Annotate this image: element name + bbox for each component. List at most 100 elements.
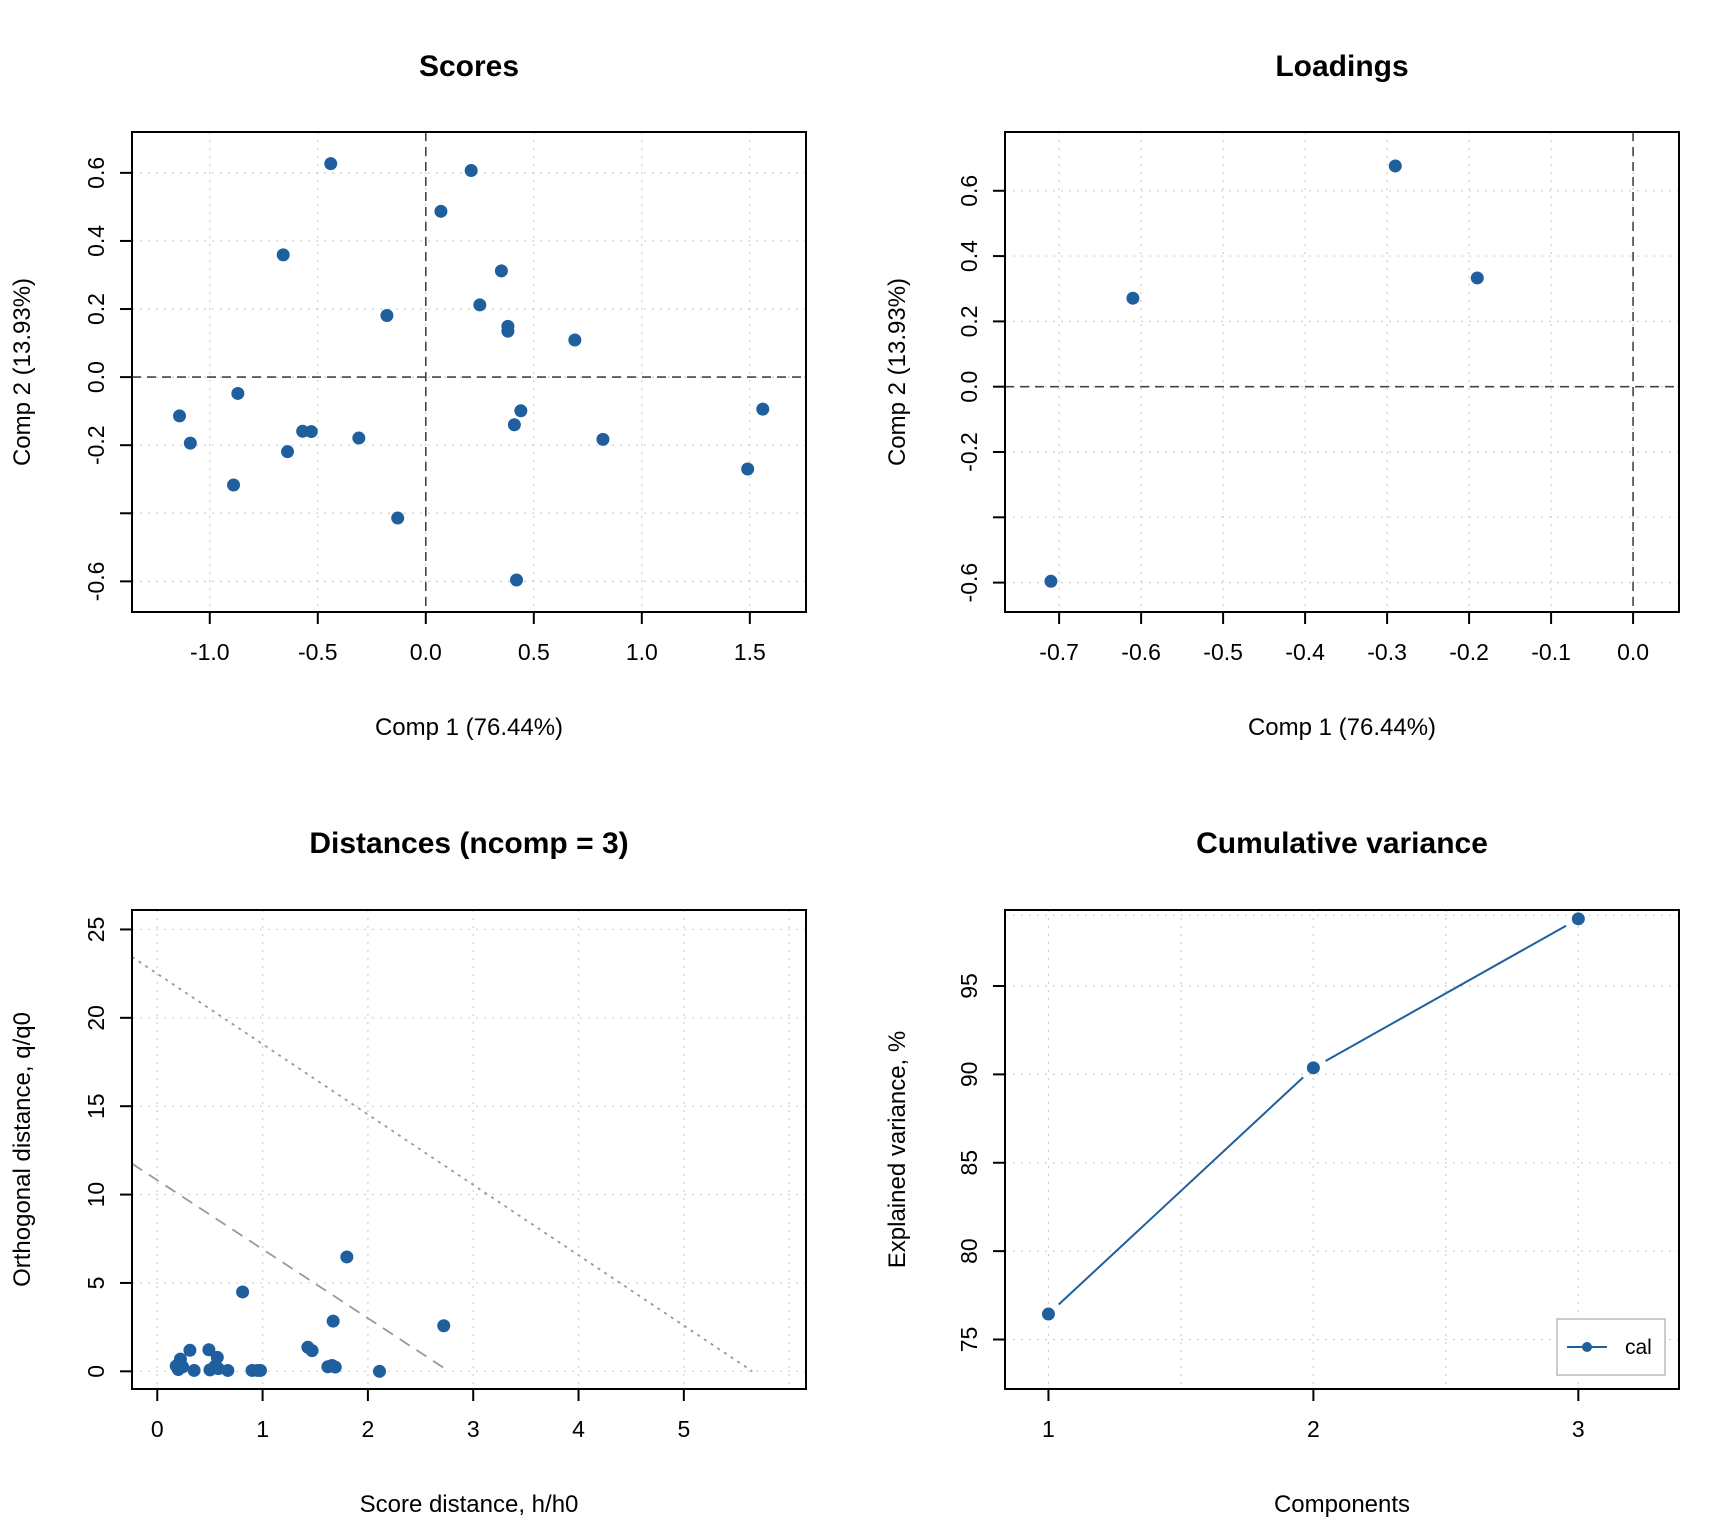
cumvar-point [1041,1307,1055,1321]
loadings-x-tick-label: -0.6 [1121,639,1161,665]
distances-point [305,1344,319,1358]
scores-y-tick-label: -0.6 [83,562,109,602]
distances-y-tick-label: 5 [83,1277,109,1290]
scores-x-tick-label: -1.0 [190,639,230,665]
loadings-x-tick-label: -0.1 [1531,639,1571,665]
cumvar-line-segment [1058,1076,1304,1306]
scores-point [281,445,295,459]
cumvar-legend-label: cal [1625,1336,1652,1359]
scores-point [380,308,394,322]
cumvar-legend-marker [1582,1342,1592,1352]
scores-y-tick-label: -0.2 [83,425,109,465]
scores-x-tick-label: 0.0 [410,639,442,665]
loadings-y-tick-label: -0.6 [956,563,982,603]
cumvar-title: Cumulative variance [1196,827,1488,860]
cumvar-plot-frame [1004,909,1680,1390]
distances-y-axis-label: Orthogonal distance, q/q0 [9,1012,36,1287]
cumvar-y-tick-label: 75 [956,1327,982,1353]
distances-point [340,1250,354,1264]
distances-x-tick-label: 5 [677,1416,690,1442]
distances-point [221,1363,235,1377]
scores-point [756,402,770,416]
scores-y-tick-label: 0.2 [83,293,109,325]
distances-outlier-limit-line [131,956,753,1373]
scores-x-tick-label: 1.5 [734,639,766,665]
scores-point [304,425,318,439]
distances-point [176,1360,190,1374]
scores-y-tick-label: 0.4 [83,225,109,257]
loadings-point [1126,291,1140,305]
distances-y-tick-label: 15 [83,1093,109,1119]
cumvar-y-tick-label: 90 [956,1062,982,1088]
scores-y-tick-label: 0.0 [83,361,109,393]
scores-y-axis-label: Comp 2 (13.93%) [9,278,36,466]
loadings-title: Loadings [1275,50,1408,83]
distances-x-tick-label: 1 [256,1416,269,1442]
scores-point [434,204,448,218]
distances-point [236,1285,250,1299]
loadings-x-tick-label: -0.2 [1449,639,1489,665]
loadings-x-tick-label: -0.7 [1039,639,1079,665]
distances-x-tick-label: 3 [467,1416,480,1442]
distances-y-tick-label: 10 [83,1182,109,1208]
distances-y-tick-label: 25 [83,917,109,943]
loadings-y-axis-label: Comp 2 (13.93%) [884,278,911,466]
cumvar-line-segment [1325,924,1567,1062]
distances-title: Distances (ncomp = 3) [309,827,628,860]
scores-point [227,478,241,492]
distances-x-tick-label: 4 [572,1416,585,1442]
loadings-x-axis-label: Comp 1 (76.44%) [1248,714,1436,741]
loadings-plot-frame [1004,131,1680,613]
scores-plot-frame [131,131,807,613]
distances-plot-frame [131,909,807,1390]
scores-point [596,432,610,446]
loadings-x-tick-label: 0.0 [1617,639,1649,665]
distances-point [202,1343,216,1357]
scores-point [514,404,528,418]
distances-point [437,1319,451,1333]
distances-x-axis-label: Score distance, h/h0 [360,1491,579,1518]
cumvar-y-axis-label: Explained variance, % [884,1031,911,1268]
scores-title: Scores [419,50,519,83]
scores-point [494,264,508,278]
scores-point [391,511,405,525]
scores-point [231,386,245,400]
scores-point [741,462,755,476]
cumvar-point [1306,1061,1320,1075]
scores-point [510,573,524,587]
distances-extreme-limit-line [131,1162,450,1373]
scores-y-tick-label: 0.6 [83,157,109,189]
scores-x-tick-label: 0.5 [518,639,550,665]
loadings-x-tick-label: -0.4 [1285,639,1325,665]
scores-point [352,431,366,445]
scores-x-tick-label: 1.0 [626,639,658,665]
cumvar-x-axis-label: Components [1274,1491,1410,1518]
loadings-y-tick-label: 0.2 [956,305,982,337]
loadings-x-tick-label: -0.3 [1367,639,1407,665]
distances-point [253,1363,267,1377]
distances-y-tick-label: 20 [83,1005,109,1031]
loadings-point [1388,159,1402,173]
scores-point [173,409,187,423]
scores-point [324,157,338,171]
loadings-x-tick-label: -0.5 [1203,639,1243,665]
loadings-y-tick-label: 0.0 [956,371,982,403]
distances-x-tick-label: 2 [362,1416,375,1442]
loadings-y-tick-label: 0.4 [956,240,982,272]
distances-point [328,1360,342,1374]
scores-point [473,298,487,312]
loadings-y-tick-label: -0.2 [956,432,982,472]
cumvar-y-tick-label: 95 [956,973,982,999]
cumvar-y-tick-label: 85 [956,1150,982,1176]
scores-point [183,436,197,450]
scores-x-tick-label: -0.5 [298,639,338,665]
scores-point [501,324,515,338]
distances-y-tick-label: 0 [83,1365,109,1378]
scores-point [464,163,478,177]
distances-x-tick-label: 0 [151,1416,164,1442]
cumvar-y-tick-label: 80 [956,1238,982,1264]
cumvar-x-tick-label: 2 [1307,1416,1320,1442]
cumvar-point [1571,912,1585,926]
distances-point [183,1343,197,1357]
